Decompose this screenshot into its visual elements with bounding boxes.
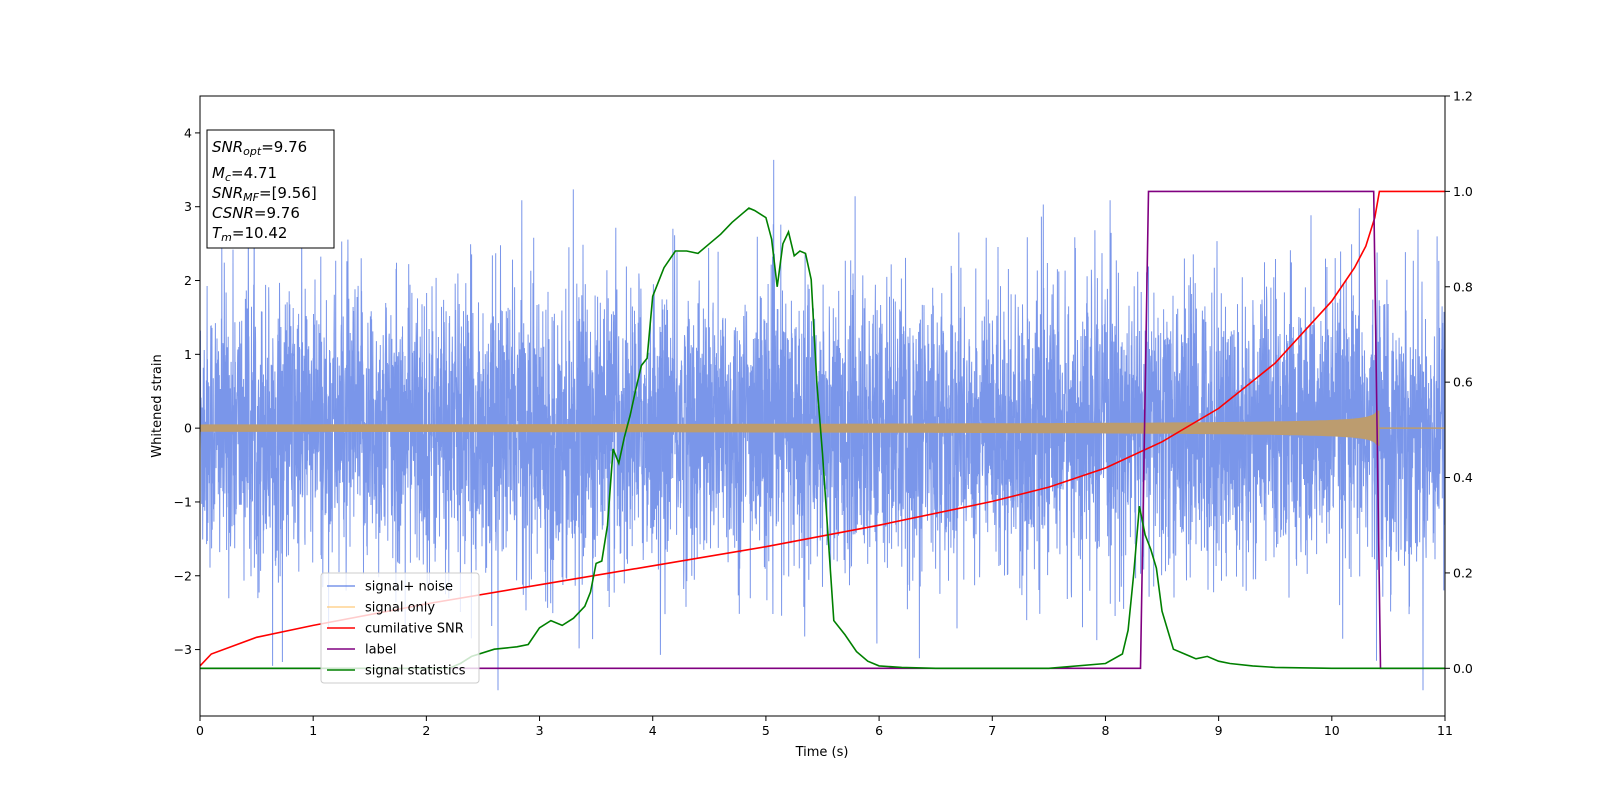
y2-tick-label: 0.2 [1453, 565, 1473, 580]
stats-box-frame [206, 129, 335, 249]
y-tick-label: 2 [184, 273, 192, 288]
y-tick-label: 3 [184, 199, 192, 214]
y-axis-right: 0.0 0.2 0.4 0.6 0.8 1.0 1.2 [1445, 89, 1473, 676]
y2-tick-label: 1.0 [1453, 184, 1473, 199]
series-signal-only [200, 410, 1380, 446]
x-axis-label: Time (s) [795, 745, 849, 760]
y-tick-label: 0 [184, 421, 192, 436]
legend-label: label [365, 643, 396, 658]
y2-tick-label: 0.0 [1453, 661, 1473, 676]
y-tick-label: −3 [174, 642, 192, 657]
x-tick-label: 7 [988, 723, 996, 738]
y2-tick-label: 0.8 [1453, 279, 1473, 294]
x-tick-label: 8 [1101, 723, 1109, 738]
x-tick-label: 4 [649, 723, 657, 738]
y-tick-label: −1 [174, 494, 192, 509]
stats-line: Tm=10.42 [212, 224, 287, 244]
y-tick-label: 4 [184, 125, 192, 140]
x-axis: 0 1 2 3 4 5 6 7 8 9 10 11 [196, 716, 1453, 738]
stats-line: SNRMF=[9.56] [212, 184, 317, 204]
y-tick-label: 1 [184, 347, 192, 362]
legend-frame [320, 572, 480, 684]
legend-label: cumilative SNR [365, 622, 464, 637]
series-signal-noise [200, 159, 1445, 691]
y2-tick-label: 0.6 [1453, 375, 1473, 390]
x-tick-label: 1 [309, 723, 317, 738]
y-tick-label: −2 [174, 568, 192, 583]
x-tick-label: 2 [422, 723, 430, 738]
x-tick-label: 11 [1437, 723, 1453, 738]
stats-line: SNRopt=9.76 [212, 138, 307, 158]
x-tick-label: 5 [762, 723, 770, 738]
stats-line: Mc=4.71 [212, 164, 277, 184]
y2-tick-label: 1.2 [1453, 89, 1473, 104]
series-signal-statistics [200, 207, 1445, 670]
x-tick-label: 0 [196, 723, 204, 738]
axes-frame [199, 95, 1446, 717]
legend-label: signal only [365, 601, 435, 616]
legend-label: signal statistics [365, 664, 466, 679]
legend: signal+ noise signal only cumilative SNR la… [320, 572, 480, 684]
legend-label: signal+ noise [365, 580, 453, 595]
stats-line: CSNR=9.76 [212, 204, 300, 222]
y2-tick-label: 0.4 [1453, 470, 1473, 485]
y-axis-label: Whitened strain [150, 354, 165, 457]
x-tick-label: 10 [1324, 723, 1340, 738]
x-tick-label: 3 [536, 723, 544, 738]
x-tick-label: 9 [1215, 723, 1223, 738]
x-tick-label: 6 [875, 723, 883, 738]
y-axis-left: −3 −2 −1 0 1 2 3 4 [174, 125, 200, 657]
